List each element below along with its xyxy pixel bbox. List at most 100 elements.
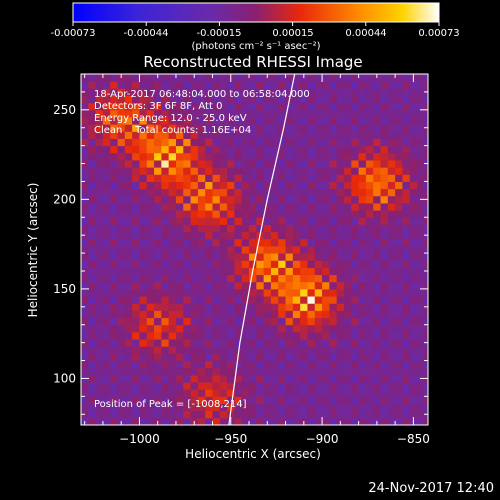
heatmap-cell xyxy=(263,317,272,326)
heatmap-cell xyxy=(424,131,428,139)
heatmap-cell xyxy=(197,131,206,139)
heatmap-cell xyxy=(117,346,126,354)
heatmap-cell xyxy=(234,288,243,297)
heatmap-cell xyxy=(300,131,308,139)
colorbar-tick-label-2: -0.00015 xyxy=(197,28,242,39)
heatmap-cell xyxy=(146,224,155,233)
heatmap-cell xyxy=(256,188,265,197)
heatmap-cell xyxy=(102,138,111,147)
heatmap-cell xyxy=(88,410,97,419)
heatmap-cell xyxy=(409,131,418,139)
x-tick-label: −900 xyxy=(306,432,339,446)
heatmap-cell xyxy=(212,102,221,111)
heatmap-cell xyxy=(249,210,257,218)
heatmap-cell xyxy=(256,339,265,347)
heatmap-cell xyxy=(417,367,425,376)
heatmap-cell xyxy=(205,382,213,390)
heatmap-cell xyxy=(417,324,425,333)
heatmap-cell xyxy=(212,403,221,412)
heatmap-cell xyxy=(424,331,428,340)
heatmap-cell xyxy=(175,367,184,376)
heatmap-cell xyxy=(175,303,184,311)
heatmap-cell xyxy=(263,231,272,240)
heatmap-cell xyxy=(387,346,396,354)
heatmap-cell xyxy=(270,224,279,233)
heatmap-cell xyxy=(168,403,177,412)
heatmap-cell xyxy=(409,296,418,304)
heatmap-cell xyxy=(387,159,396,168)
heatmap-cell xyxy=(219,224,228,233)
heatmap-cell xyxy=(307,417,316,425)
heatmap-cell xyxy=(249,324,257,333)
heatmap-cell xyxy=(300,81,308,89)
heatmap-cell xyxy=(146,281,155,290)
heatmap-cell xyxy=(212,152,221,161)
heatmap-cell xyxy=(249,317,257,326)
heatmap-cell xyxy=(175,310,184,319)
heatmap-cell xyxy=(175,88,184,96)
heatmap-cell xyxy=(256,116,265,125)
heatmap-cell xyxy=(329,95,338,104)
heatmap-cell xyxy=(278,274,287,283)
heatmap-cell xyxy=(358,353,367,362)
heatmap-cell xyxy=(278,288,287,297)
heatmap-cell xyxy=(95,131,104,139)
heatmap-cell xyxy=(234,274,243,283)
heatmap-cell xyxy=(227,296,235,304)
heatmap-cell xyxy=(132,238,140,247)
heatmap-cell xyxy=(322,217,330,225)
heatmap-cell xyxy=(95,181,104,190)
heatmap-cell xyxy=(205,274,213,283)
heatmap-cell xyxy=(358,238,367,247)
heatmap-cell xyxy=(256,152,265,161)
heatmap-cell xyxy=(278,74,287,82)
heatmap-cell xyxy=(343,74,352,82)
heatmap-cell xyxy=(132,360,140,369)
heatmap-cell xyxy=(380,81,389,89)
heatmap-cell xyxy=(154,331,162,340)
heatmap-cell xyxy=(263,267,272,276)
heatmap-cell xyxy=(234,81,243,89)
heatmap-cell xyxy=(95,274,104,283)
heatmap-cell xyxy=(263,303,272,311)
heatmap-cell xyxy=(117,145,126,154)
heatmap-cell xyxy=(219,353,228,362)
heatmap-cell xyxy=(292,296,301,304)
heatmap-cell xyxy=(249,274,257,283)
heatmap-cell xyxy=(351,238,360,247)
heatmap-cell xyxy=(102,88,111,96)
heatmap-cell xyxy=(278,188,287,197)
heatmap-cell xyxy=(365,346,374,354)
heatmap-cell xyxy=(307,102,316,111)
heatmap-cell xyxy=(175,138,184,147)
heatmap-cell xyxy=(256,245,265,254)
heatmap-cell xyxy=(249,74,257,82)
heatmap-cell xyxy=(102,410,111,419)
heatmap-cell xyxy=(300,181,308,190)
heatmap-cell xyxy=(329,360,338,369)
heatmap-cell xyxy=(300,102,308,111)
heatmap-cell xyxy=(117,217,126,225)
heatmap-cell xyxy=(146,202,155,211)
heatmap-cell xyxy=(336,95,345,104)
heatmap-cell xyxy=(402,382,411,390)
heatmap-cell xyxy=(88,245,97,254)
heatmap-cell xyxy=(102,267,111,276)
heatmap-cell xyxy=(402,224,411,233)
heatmap-cell xyxy=(219,331,228,340)
heatmap-cell xyxy=(161,174,170,182)
heatmap-cell xyxy=(307,159,316,168)
heatmap-cell xyxy=(234,95,243,104)
heatmap-cell xyxy=(256,253,265,261)
heatmap-cell xyxy=(132,88,140,96)
heatmap-cell xyxy=(314,288,323,297)
heatmap-cell xyxy=(168,116,177,125)
heatmap-cell xyxy=(139,310,148,319)
heatmap-cell xyxy=(88,238,97,247)
heatmap-cell xyxy=(417,102,425,111)
heatmap-cell xyxy=(161,245,170,254)
heatmap-cell xyxy=(241,274,250,283)
heatmap-cell xyxy=(424,145,428,154)
heatmap-cell xyxy=(336,410,345,419)
heatmap-cell xyxy=(219,116,228,125)
